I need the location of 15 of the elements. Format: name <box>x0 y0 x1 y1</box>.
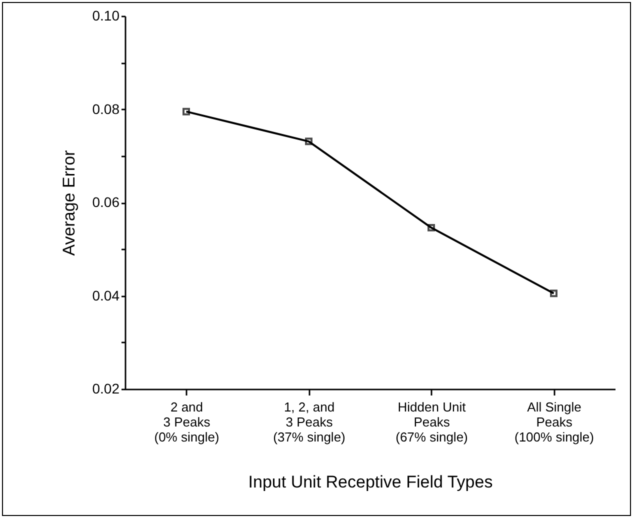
y-tick-label: 0.06 <box>92 194 120 210</box>
y-tick-label: 0.10 <box>92 8 120 24</box>
x-tick-label: 1, 2, and 3 Peaks (37% single) <box>273 400 346 444</box>
point <box>550 290 558 298</box>
y-axis-title: Average Error <box>59 150 78 256</box>
y-tick-label: 0.02 <box>92 380 120 396</box>
x-tick-label: Hidden Unit Peaks (67% single) <box>396 400 468 444</box>
x-tick-label: 2 and 3 Peaks (0% single) <box>154 400 220 444</box>
x-tick-label: All Single Peaks (100% single) <box>514 400 594 444</box>
point <box>305 138 312 146</box>
y-tick-label: 0.08 <box>92 100 120 117</box>
x-axis-title: Input Unit Receptive Field Types <box>248 472 493 492</box>
y-tick-label: 0.04 <box>92 287 120 304</box>
point <box>182 108 190 116</box>
point <box>428 224 435 232</box>
